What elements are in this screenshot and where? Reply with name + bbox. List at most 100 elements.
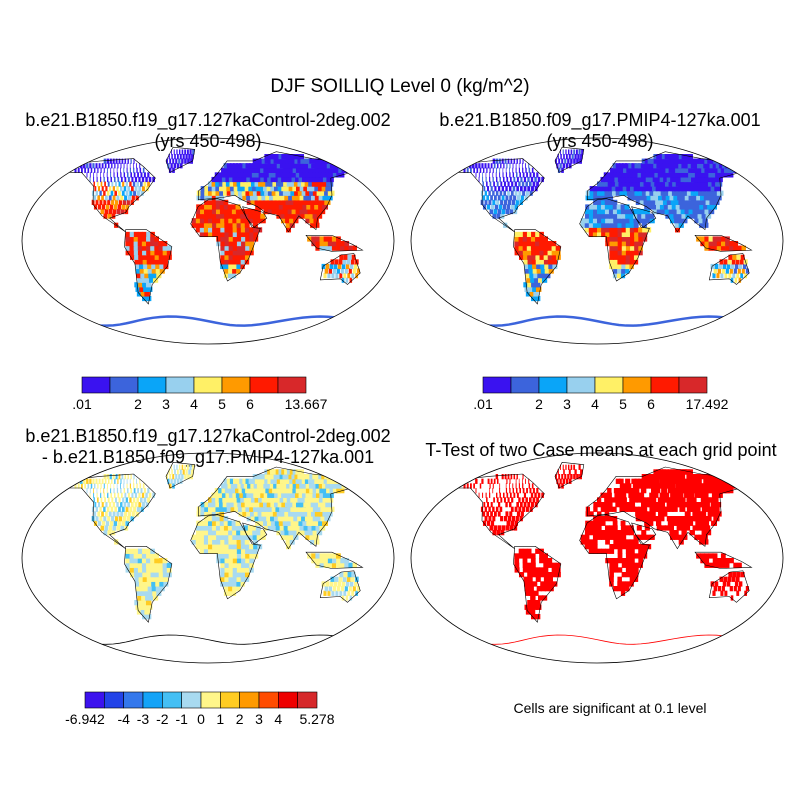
grid-cell [604, 502, 609, 508]
grid-cell [125, 190, 129, 196]
grid-cell [212, 539, 217, 545]
grid-cell [488, 199, 492, 205]
grid-cell [133, 506, 137, 512]
grid-cell [625, 259, 631, 265]
grid-cell [228, 222, 234, 228]
grid-cell [704, 236, 710, 242]
grid-cell [260, 506, 266, 512]
grid-cell [273, 186, 280, 192]
grid-cell [297, 181, 304, 187]
grid-cell [245, 567, 250, 573]
grid-cell [351, 273, 355, 279]
grid-cell [501, 186, 504, 192]
grid-cell [258, 478, 264, 484]
grid-cell [281, 199, 288, 205]
grid-cell [650, 488, 657, 494]
grid-cell [271, 190, 278, 196]
grid-cell [89, 478, 92, 484]
grid-cell [147, 497, 150, 503]
grid-cell [675, 520, 682, 526]
grid-cell [567, 474, 570, 480]
coastline-africa [579, 198, 650, 282]
grid-cell [233, 163, 238, 169]
coastline-greenland [554, 462, 585, 489]
grid-cell [647, 163, 653, 169]
grid-cell [247, 483, 253, 489]
grid-cell [492, 172, 494, 178]
grid-cell [136, 181, 139, 187]
grid-cell [625, 544, 631, 550]
grid-cell [219, 199, 225, 205]
grid-cell [141, 595, 147, 601]
grid-cell [609, 558, 615, 564]
grid-cell [114, 163, 116, 169]
grid-cell [634, 553, 639, 559]
grid-cell [349, 581, 354, 587]
grid-cell [93, 520, 98, 526]
grid-cell [232, 241, 238, 247]
grid-cell [316, 516, 323, 522]
grid-cell [272, 172, 279, 178]
colorbar-label: 2 [236, 711, 244, 727]
grid-cell [666, 516, 673, 522]
grid-cell [230, 506, 236, 512]
colorbar-box [239, 691, 260, 709]
grid-cell [204, 186, 209, 192]
grid-cell [673, 492, 680, 498]
grid-cell [277, 186, 284, 192]
grid-cell [318, 195, 325, 201]
grid-cell [317, 502, 325, 508]
grid-cell [230, 483, 236, 489]
grid-cell [661, 488, 668, 494]
grid-cell [240, 186, 247, 192]
grid-cell [687, 204, 694, 210]
grid-cell [684, 195, 691, 201]
grid-cell [632, 483, 639, 489]
grid-cell [224, 250, 230, 256]
grid-cells [74, 149, 360, 302]
grid-cell [112, 208, 117, 215]
grid-cell [738, 263, 743, 270]
grid-cell [607, 488, 612, 494]
grid-cell [203, 231, 209, 238]
grid-cell [593, 199, 598, 205]
grid-cell [199, 218, 205, 224]
grid-cell [707, 181, 715, 187]
colorbar-box [137, 376, 167, 394]
grid-cell [653, 190, 659, 196]
grid-cell [629, 250, 635, 256]
grid-cell [632, 208, 638, 215]
grid-cell [621, 562, 627, 568]
grid-cell [597, 497, 602, 503]
grid-cell [490, 195, 493, 201]
grid-cell [700, 525, 707, 531]
grid-cell [499, 492, 501, 498]
grid-cell [232, 263, 237, 270]
grid-cell [245, 548, 250, 554]
grid-cell [585, 208, 590, 215]
grid-cell [492, 176, 494, 183]
grid-cell [129, 548, 135, 554]
coastline-namerica [457, 473, 545, 549]
grid-cell [237, 167, 243, 173]
grid-cell [604, 525, 610, 531]
grid-cell [298, 492, 306, 498]
grid-cell [100, 483, 102, 489]
grid-cell [224, 572, 230, 578]
grid-cell [215, 502, 220, 508]
grid-cell [651, 516, 657, 522]
grid-cell [609, 562, 615, 568]
grid-cell [139, 263, 145, 270]
grid-cell [713, 268, 718, 274]
grid-cell [706, 186, 714, 192]
grid-cell [339, 254, 344, 260]
grid-cell [659, 492, 666, 498]
grid-cell [570, 464, 573, 470]
grid-cell [611, 506, 617, 512]
grid-cell [487, 163, 490, 169]
grid-cell [95, 163, 98, 169]
grid-cell [504, 474, 507, 480]
grid-cell [195, 227, 201, 233]
grid-cell [269, 195, 275, 201]
grid-cell [709, 199, 716, 205]
